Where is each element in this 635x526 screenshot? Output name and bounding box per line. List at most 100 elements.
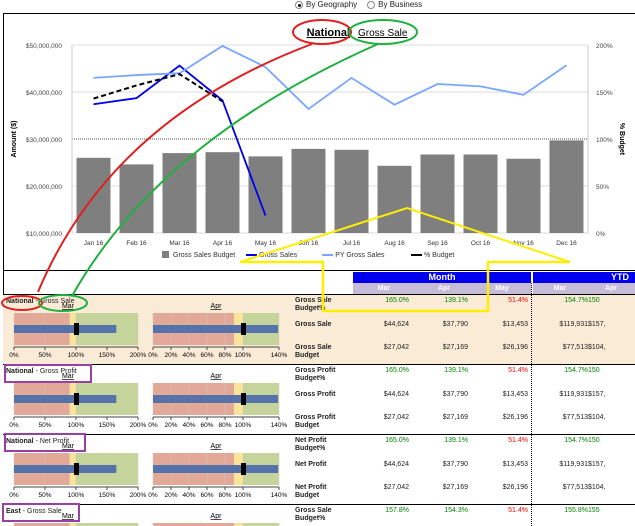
cell-value: $104,: [588, 484, 606, 491]
bullet-value-bar: [14, 325, 117, 333]
view-toggle: By Geography By Business: [295, 0, 422, 9]
cell-value: $77,513: [562, 484, 588, 491]
bullet-target-marker: [241, 463, 246, 475]
y-tick-label: $30,000,000: [26, 137, 63, 144]
bullet-chart-mar: Mar 0% 50% 100% 150% 200%: [9, 443, 147, 499]
cell-value: 139.1%: [444, 367, 468, 374]
x-tick-label: Jan 16: [84, 240, 104, 247]
radio-unselected-icon[interactable]: [367, 0, 376, 9]
bullet-tick-label: 50%: [38, 422, 51, 429]
bullet-chart-mar: Mar: [13, 513, 139, 526]
bullet-target-marker: [241, 393, 246, 405]
bullet-period-label[interactable]: Apr: [211, 443, 223, 450]
radio-label: By Business: [378, 0, 423, 9]
y2-tick-label: 0%: [596, 231, 606, 238]
chart-title-region[interactable]: National: [307, 27, 350, 39]
column-header-mar: Mar: [553, 285, 567, 292]
row-label: Gross Profit Budget%: [295, 367, 336, 382]
legend-label: Gross Sales: [259, 252, 298, 259]
cell-value: $44,624: [383, 391, 409, 398]
bullet-tick-label: 0%: [148, 352, 158, 359]
y2-tick-label: 150%: [596, 90, 613, 97]
bullet-value-bar: [153, 325, 279, 333]
bullet-tick-label: 100%: [68, 352, 85, 359]
legend-swatch: [162, 251, 169, 258]
cell-value: 154.3%: [444, 507, 468, 514]
cell-value: 51.4%: [508, 507, 528, 514]
month-header: Month: [353, 272, 531, 283]
x-tick-label: Dec 16: [556, 240, 577, 247]
cell-value: $104,: [588, 344, 606, 351]
bullet-period-label[interactable]: Apr: [211, 373, 223, 380]
bullet-value-bar: [14, 465, 117, 473]
cell-value: $119,931: [559, 321, 588, 328]
radio-selected-icon[interactable]: [295, 0, 303, 9]
bullet-period-label[interactable]: Mar: [62, 303, 75, 310]
bullet-band-ok: [69, 523, 76, 526]
row-label: Net Profit Budget%: [295, 437, 327, 452]
bullet-tick-label: 140%: [271, 352, 288, 359]
bar-gross-sales-budget: [420, 154, 455, 233]
bullet-period-label[interactable]: Mar: [62, 513, 75, 520]
cell-value: $26,196: [502, 414, 528, 421]
bullet-target-marker: [241, 323, 246, 335]
bullet-tick-label: 40%: [182, 352, 195, 359]
bullet-band-poor: [153, 523, 234, 526]
cell-value: 165.0%: [385, 367, 409, 374]
bullet-period-label[interactable]: Apr: [211, 513, 223, 520]
cell-value: $37,790: [442, 391, 468, 398]
y-tick-label: $50,000,000: [26, 43, 63, 50]
bullet-value-bar: [14, 395, 117, 403]
cell-value: $44,624: [383, 461, 409, 468]
bullet-band-good: [243, 523, 279, 526]
cell-value: 51.4%: [508, 367, 528, 374]
bullet-tick-label: 200%: [130, 422, 147, 429]
cell-value: $27,042: [383, 484, 409, 491]
cell-value: $104,: [588, 414, 606, 421]
cell-value: $37,790: [442, 321, 468, 328]
cell-value: 150: [588, 297, 600, 304]
x-tick-label: May 16: [255, 240, 277, 247]
bullet-tick-label: 150%: [99, 352, 116, 359]
y2-tick-label: 100%: [596, 137, 613, 144]
x-tick-label: Oct 16: [471, 240, 491, 247]
bullet-band-poor: [14, 523, 70, 526]
cell-value: 139.1%: [444, 297, 468, 304]
bullet-tick-label: 60%: [200, 492, 213, 499]
cell-value: 51.4%: [508, 297, 528, 304]
legend-label: PY Gross Sales: [335, 252, 385, 259]
bullet-tick-label: 100%: [235, 352, 252, 359]
bullet-period-label[interactable]: Apr: [211, 303, 223, 310]
bullet-tick-label: 40%: [182, 492, 195, 499]
y-axis-label: Amount ($): [11, 121, 18, 158]
bullet-chart-apr: Apr 0% 20% 40% 60% 80% 100% 140%: [148, 443, 287, 499]
column-header-mar: Mar: [377, 285, 391, 292]
bullet-tick-label: 100%: [235, 422, 252, 429]
cell-value: $37,790: [442, 461, 468, 468]
report-frame: [3, 13, 635, 526]
x-tick-label: Sep 16: [427, 240, 448, 247]
legend-item: Gross Sales: [246, 252, 298, 259]
legend-item: PY Gross Sales: [322, 252, 385, 259]
cell-value: $27,042: [383, 344, 409, 351]
series-line--budget: [93, 73, 224, 103]
cell-value: 154.7%: [564, 297, 588, 304]
bullet-chart-apr: Apr 0% 20% 40% 60% 80% 100% 140%: [148, 373, 287, 429]
bullet-period-label[interactable]: Mar: [62, 443, 75, 450]
bar-gross-sales-budget: [76, 157, 111, 233]
cell-value: 150: [588, 437, 600, 444]
bullet-tick-label: 0%: [9, 492, 19, 499]
radio-by-business[interactable]: By Business: [367, 0, 422, 9]
bullet-period-label[interactable]: Mar: [62, 373, 75, 380]
chart-title-measure[interactable]: Gross Sale: [358, 28, 408, 39]
bullet-tick-label: 0%: [9, 352, 19, 359]
bullet-tick-label: 200%: [130, 492, 147, 499]
cell-value: 165.0%: [385, 437, 409, 444]
bullet-band-ok: [234, 523, 243, 526]
radio-by-geography[interactable]: By Geography: [295, 0, 357, 9]
table-top-border: [3, 270, 635, 271]
row-label: Gross Sale Budget%: [295, 297, 332, 312]
cell-value: $77,513: [562, 344, 588, 351]
y-tick-label: $20,000,000: [26, 184, 63, 191]
